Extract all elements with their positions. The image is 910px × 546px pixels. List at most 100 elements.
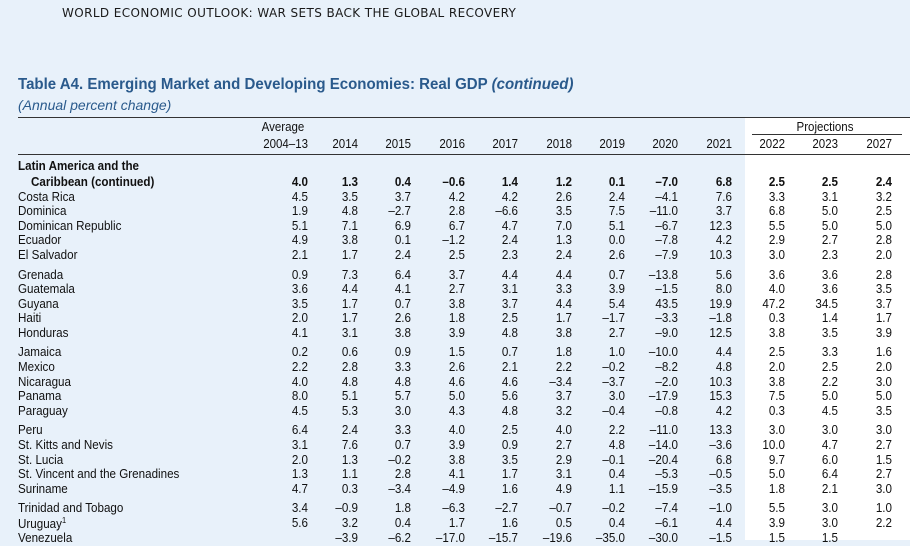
table-cell: 1.7	[501, 467, 518, 481]
table-cell: 5.6	[291, 516, 308, 530]
table-title: Table A4. Emerging Market and Developing…	[18, 76, 573, 94]
table-cell: 2.2	[555, 360, 572, 374]
table-cell: –6.7	[655, 219, 678, 233]
table-cell: 0.9	[291, 268, 308, 282]
table-cell: 3.5	[341, 190, 358, 204]
table-cell: 10.0	[762, 438, 785, 452]
table-cell: 2.8	[875, 233, 892, 247]
table-cell: 2.2	[821, 375, 838, 389]
table-cell: 4.4	[555, 268, 572, 282]
table-cell: 3.8	[394, 326, 411, 340]
row-label-text: Jamaica	[18, 345, 62, 359]
table-cell: 2.7	[555, 438, 572, 452]
table-cell: 4.1	[291, 326, 308, 340]
table-cell: 3.0	[875, 423, 892, 437]
table-cell: 3.7	[875, 297, 892, 311]
table-cell: –4.9	[442, 482, 465, 496]
table-cell: 6.8	[768, 204, 785, 218]
table-cell: 7.0	[555, 219, 572, 233]
table-row: Suriname 4.7 0.3 –3.4 –4.9 1.6 4.9 1.1 –15.9 –3.5…	[0, 482, 910, 497]
table-cell: –13.8	[648, 268, 678, 282]
table-row: Haiti 2.0 1.7 2.6 1.8 2.5 1.7 –1.7 –3.3 –1.8 0.3 1.…	[0, 311, 910, 326]
table-cell: 12.3	[709, 219, 732, 233]
table-cell: 3.3	[821, 345, 838, 359]
table-cell: –3.7	[602, 375, 625, 389]
table-cell: 0.3	[768, 404, 785, 418]
table-cell: 3.7	[555, 389, 572, 403]
column-header: 2020	[652, 137, 678, 151]
table-cell: 3.6	[291, 282, 308, 296]
table-cell: 6.4	[291, 423, 308, 437]
table-cell: –3.4	[388, 482, 411, 496]
table-cell: 3.0	[821, 501, 838, 515]
table-cell: –0.6	[442, 175, 465, 189]
table-row: St. Kitts and Nevis 3.1 7.6 0.7 3.9 0.9 2.7 4.8…	[0, 438, 910, 453]
table-cell: 4.5	[291, 404, 308, 418]
table-cell: 3.2	[875, 190, 892, 204]
table-cell: 3.9	[768, 516, 785, 530]
table-cell: 4.7	[821, 438, 838, 452]
table-cell: –1.8	[709, 311, 732, 325]
table-row: Caribbean (continued) 4.0 1.3 0.4 –0.6 1.4 1.2…	[0, 175, 910, 190]
table-cell: 3.3	[555, 282, 572, 296]
table-cell: 15.3	[709, 389, 732, 403]
row-label: Guyana	[18, 297, 59, 311]
table-cell: –0.8	[655, 404, 678, 418]
table-cell: 2.5	[501, 423, 518, 437]
table-cell: 1.8	[768, 482, 785, 496]
table-cell: 4.4	[555, 297, 572, 311]
table-cell: 5.0	[821, 204, 838, 218]
table-cell: 7.3	[341, 268, 358, 282]
table-cell: 7.6	[715, 190, 732, 204]
table-row: Mexico 2.2 2.8 3.3 2.6 2.1 2.2 –0.2 –8.2 4.8 2.0 2.…	[0, 360, 910, 375]
table-cell: 4.6	[501, 375, 518, 389]
table-row: Guatemala 3.6 4.4 4.1 2.7 3.1 3.3 3.9 –1.5 8.0 4.0…	[0, 282, 910, 297]
table-cell: 4.8	[501, 326, 518, 340]
table-cell: 0.3	[768, 311, 785, 325]
table-cell: 3.2	[555, 404, 572, 418]
table-cell: 3.1	[341, 326, 358, 340]
table-cell: 1.3	[341, 175, 358, 189]
table-cell: 5.0	[821, 219, 838, 233]
table-cell: –30.0	[648, 531, 678, 545]
table-cell: 5.5	[768, 501, 785, 515]
running-head: WORLD ECONOMIC OUTLOOK: WAR SETS BACK TH…	[62, 6, 517, 20]
table-row: Jamaica 0.2 0.6 0.9 1.5 0.7 1.8 1.0 –10.0 4.4 2.5 3…	[0, 345, 910, 360]
table-cell: 0.9	[501, 438, 518, 452]
table-cell: 3.5	[875, 404, 892, 418]
table-cell: 4.0	[291, 375, 308, 389]
row-label: Mexico	[18, 360, 55, 374]
table-cell: 5.7	[394, 389, 411, 403]
row-label: St. Lucia	[18, 453, 63, 467]
table-cell: –2.7	[388, 204, 411, 218]
table-cell: –3.3	[655, 311, 678, 325]
table-cell: 2.6	[608, 248, 625, 262]
table-cell: 2.8	[394, 467, 411, 481]
row-label-text: Ecuador	[18, 233, 62, 247]
table-cell: –3.5	[709, 482, 732, 496]
table-cell: 2.4	[608, 190, 625, 204]
table-cell: 2.5	[501, 311, 518, 325]
table-title-text: Table A4. Emerging Market and Developing…	[18, 76, 488, 93]
row-label-text: Haiti	[18, 311, 42, 325]
column-header: 2017	[492, 137, 518, 151]
row-label-text: Caribbean (continued)	[31, 175, 155, 189]
table-cell: 4.4	[501, 268, 518, 282]
row-label: Venezuela	[18, 531, 72, 545]
table-cell: 0.0	[608, 233, 625, 247]
table-cell: 8.0	[715, 282, 732, 296]
table-cell: 3.8	[768, 375, 785, 389]
table-cell: 2.7	[608, 326, 625, 340]
table-cell: –3.9	[335, 531, 358, 545]
table-cell: 1.3	[291, 467, 308, 481]
table-cell: 0.4	[394, 516, 411, 530]
table-cell: 2.0	[291, 311, 308, 325]
table-cell: 6.4	[394, 268, 411, 282]
table-cell: 3.0	[768, 423, 785, 437]
table-cell: 0.4	[608, 516, 625, 530]
row-label: Honduras	[18, 326, 68, 340]
table-cell: 1.5	[821, 531, 838, 545]
row-label-text: Paraguay	[18, 404, 68, 418]
table-cell: 1.9	[291, 204, 308, 218]
row-label-text: Costa Rica	[18, 190, 75, 204]
